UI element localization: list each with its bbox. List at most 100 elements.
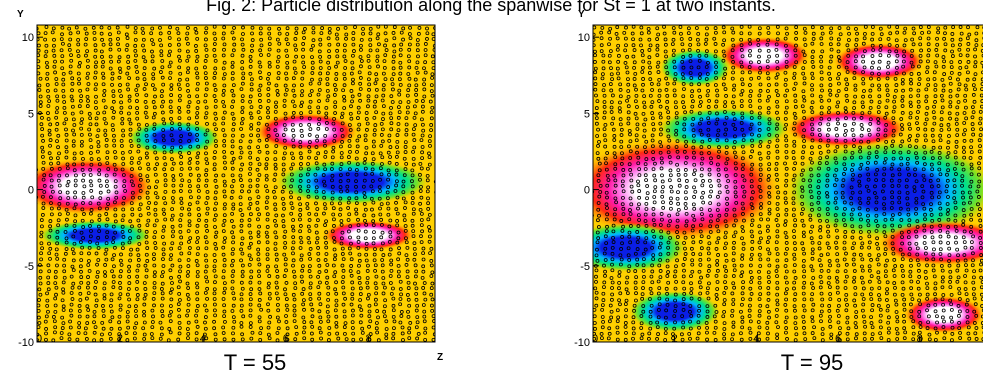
particle	[32, 242, 35, 245]
particle	[585, 60, 588, 63]
particle	[588, 241, 591, 244]
x-tick-label: 4	[200, 333, 206, 345]
y-tick-label: -10	[18, 337, 34, 349]
particle	[32, 146, 35, 149]
y-tick-label: -5	[24, 261, 34, 273]
particle	[436, 214, 439, 217]
particle	[585, 71, 588, 74]
particle	[30, 305, 33, 308]
particle	[30, 60, 33, 63]
particle	[440, 314, 443, 317]
particle	[587, 252, 590, 255]
particle	[437, 139, 440, 142]
particle	[33, 122, 36, 125]
particle	[590, 157, 593, 160]
particle	[441, 37, 444, 40]
particle	[585, 304, 588, 307]
particle	[33, 212, 36, 215]
particle	[27, 26, 30, 29]
particle	[589, 230, 592, 233]
y-axis-label: Y	[17, 9, 24, 20]
particle	[441, 337, 444, 340]
particle	[589, 201, 592, 204]
particle	[586, 83, 589, 86]
particle	[438, 112, 441, 115]
particle	[587, 88, 590, 91]
particle	[438, 281, 441, 284]
particle	[438, 99, 441, 102]
particle	[436, 225, 439, 228]
particle	[32, 229, 35, 232]
particle	[587, 129, 590, 132]
x-tick-label: 6	[283, 333, 289, 345]
particle	[33, 179, 36, 182]
panel-left: 0 2 4 6 81050-5-10YZT = 55	[17, 9, 444, 375]
particle	[436, 146, 439, 149]
particle	[30, 65, 33, 68]
figure-caption: Fig. 2: Particle distribution along the …	[206, 0, 776, 15]
particle	[28, 320, 31, 323]
particle	[588, 95, 591, 98]
particle	[590, 208, 593, 211]
particle	[587, 288, 590, 291]
particle	[30, 315, 33, 318]
particle	[586, 48, 589, 51]
particle	[438, 270, 441, 273]
particle	[585, 333, 588, 336]
particle	[34, 208, 37, 211]
particle	[437, 129, 440, 132]
plot-area	[19, 25, 444, 342]
particle	[588, 139, 591, 142]
particle	[33, 162, 36, 165]
particle	[586, 299, 589, 302]
particle	[440, 321, 443, 324]
contour-blob-high	[903, 296, 983, 334]
y-tick-label: 10	[22, 32, 34, 44]
particle	[588, 275, 591, 278]
particle	[30, 299, 33, 302]
particle	[436, 246, 439, 249]
particle	[589, 168, 592, 171]
x-tick-label: 8	[366, 333, 372, 345]
particle	[436, 208, 439, 211]
particle	[588, 246, 591, 249]
particle	[31, 287, 34, 290]
particle	[586, 327, 589, 330]
particle	[585, 65, 588, 68]
particle	[436, 134, 439, 137]
particle	[33, 140, 36, 143]
particle	[29, 326, 32, 329]
particle	[436, 219, 439, 222]
particle	[438, 287, 441, 290]
particle	[441, 55, 444, 58]
particle	[33, 127, 36, 130]
contour-blob-low	[127, 121, 220, 155]
particle	[31, 94, 34, 97]
particle	[33, 156, 36, 159]
panel-time-label: T = 55	[224, 350, 287, 375]
particle	[439, 276, 442, 279]
particle	[584, 27, 587, 30]
particle	[31, 246, 34, 249]
particle	[437, 265, 440, 268]
particle	[437, 106, 440, 109]
particle	[32, 253, 35, 256]
particle	[437, 150, 440, 153]
particle	[28, 44, 31, 47]
particle	[34, 191, 37, 194]
particle	[441, 59, 444, 62]
particle	[28, 333, 31, 336]
particle	[30, 77, 33, 80]
particle	[588, 99, 591, 102]
particle	[588, 150, 591, 153]
particle	[440, 33, 443, 36]
particle	[440, 331, 443, 334]
particle	[441, 48, 444, 51]
particle	[30, 100, 33, 103]
particle	[588, 144, 591, 147]
contour-blob-low	[659, 49, 730, 87]
particle	[436, 242, 439, 245]
particle	[590, 178, 593, 181]
x-tick-label: 2	[117, 333, 123, 345]
